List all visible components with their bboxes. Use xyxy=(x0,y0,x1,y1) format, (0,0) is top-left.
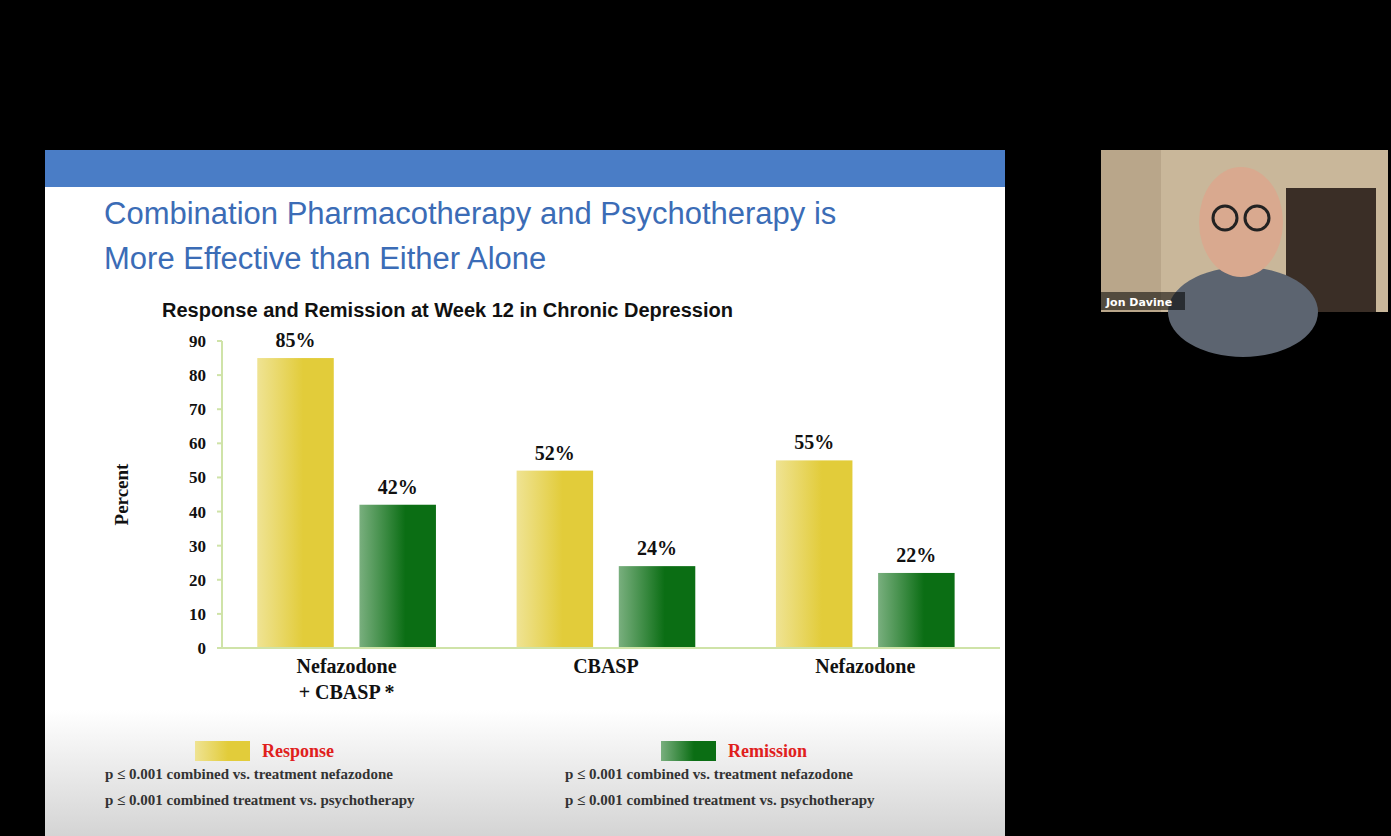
x-tick-label: CBASP xyxy=(573,655,639,677)
slide-title: Combination Pharmacotherapy and Psychoth… xyxy=(104,196,836,276)
data-label: 24% xyxy=(637,537,677,559)
y-axis-label: Percent xyxy=(111,463,132,526)
y-tick xyxy=(217,408,222,410)
legend-swatch xyxy=(195,741,250,761)
y-tick xyxy=(217,613,222,615)
x-tick-line: Nefazodone xyxy=(815,655,915,677)
footnote: p ≤ 0.001 combined treatment vs. psychot… xyxy=(105,792,415,808)
name-tag xyxy=(1101,292,1185,310)
background xyxy=(0,0,1391,836)
footnote: p ≤ 0.001 combined vs. treatment nefazod… xyxy=(105,766,393,782)
y-tick xyxy=(217,545,222,547)
y-tick xyxy=(217,511,222,513)
y-tick xyxy=(217,579,222,581)
x-tick-line: Nefazodone xyxy=(297,655,397,677)
y-tick-label: 40 xyxy=(189,503,206,522)
data-label: 22% xyxy=(896,544,936,566)
data-label: 55% xyxy=(794,431,834,453)
glasses xyxy=(1245,206,1269,230)
legend-swatch xyxy=(661,741,716,761)
data-label: 52% xyxy=(535,442,575,464)
y-tick xyxy=(217,476,222,478)
y-tick-label: 50 xyxy=(189,468,206,487)
footnote: p ≤ 0.001 combined vs. treatment nefazod… xyxy=(565,766,853,782)
y-tick-label: 60 xyxy=(189,434,206,453)
y-tick-label: 80 xyxy=(189,366,206,385)
y-tick xyxy=(217,647,222,649)
wall xyxy=(1101,150,1161,312)
slide-footer-fade xyxy=(45,710,1005,836)
bar xyxy=(776,460,853,648)
y-tick-label: 70 xyxy=(189,400,206,419)
y-tick xyxy=(217,340,222,342)
bar xyxy=(619,566,696,648)
legend-label: Remission xyxy=(728,741,807,761)
title-line: More Effective than Either Alone xyxy=(104,241,546,276)
data-label: 42% xyxy=(378,476,418,498)
footnote: p ≤ 0.001 combined treatment vs. psychot… xyxy=(565,792,875,808)
glasses xyxy=(1213,206,1237,230)
y-tick-label: 90 xyxy=(189,332,206,351)
screen: Combination Pharmacotherapy and Psychoth… xyxy=(0,0,1391,836)
head xyxy=(1199,167,1283,277)
x-tick-line: CBASP xyxy=(573,655,639,677)
y-tick-label: 0 xyxy=(198,639,207,658)
data-label: 85% xyxy=(276,329,316,351)
y-tick xyxy=(217,442,222,444)
chart-title: Response and Remission at Week 12 in Chr… xyxy=(162,299,733,321)
bar xyxy=(257,358,334,648)
shoulders xyxy=(1168,267,1318,357)
y-tick xyxy=(217,374,222,376)
y-axis xyxy=(221,341,223,648)
y-tick-label: 30 xyxy=(189,537,206,556)
legend-label: Response xyxy=(262,741,334,761)
slide-header-bar xyxy=(45,150,1005,187)
x-axis xyxy=(222,647,1000,649)
title-line: Combination Pharmacotherapy and Psychoth… xyxy=(104,196,836,231)
x-tick-label: Nefazodone xyxy=(815,655,915,677)
y-tick-label: 10 xyxy=(189,605,206,624)
bar xyxy=(359,505,436,648)
x-tick-label: Nefazodone + CBASP * xyxy=(297,655,397,703)
bar xyxy=(878,573,955,648)
bar xyxy=(517,471,594,648)
slide xyxy=(45,150,1005,836)
bars xyxy=(257,358,954,648)
y-tick-label: 20 xyxy=(189,571,206,590)
x-tick-line: + CBASP * xyxy=(299,681,395,703)
presenter-name: Jon Davine xyxy=(1105,296,1172,309)
